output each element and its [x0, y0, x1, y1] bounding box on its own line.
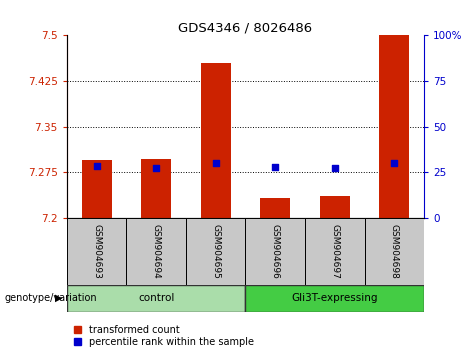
- Text: GSM904696: GSM904696: [271, 224, 280, 279]
- Legend: transformed count, percentile rank within the sample: transformed count, percentile rank withi…: [72, 323, 256, 349]
- Bar: [67, 285, 245, 312]
- Bar: [201, 63, 230, 218]
- Text: GSM904693: GSM904693: [92, 224, 101, 279]
- Point: [272, 164, 279, 170]
- Text: ▶: ▶: [55, 293, 62, 303]
- Text: control: control: [138, 293, 174, 303]
- Text: Gli3T-expressing: Gli3T-expressing: [291, 293, 378, 303]
- Bar: [365, 218, 424, 285]
- Point: [212, 160, 219, 166]
- Bar: [245, 285, 424, 312]
- Title: GDS4346 / 8026486: GDS4346 / 8026486: [178, 21, 313, 34]
- Bar: [305, 218, 365, 285]
- Bar: [67, 218, 126, 285]
- Point: [153, 165, 160, 171]
- Text: GSM904697: GSM904697: [330, 224, 339, 279]
- Bar: [82, 160, 112, 218]
- Text: GSM904695: GSM904695: [211, 224, 220, 279]
- Point: [93, 163, 100, 169]
- Bar: [186, 218, 245, 285]
- Bar: [260, 198, 290, 218]
- Bar: [379, 35, 409, 218]
- Text: genotype/variation: genotype/variation: [5, 293, 97, 303]
- Bar: [245, 218, 305, 285]
- Text: GSM904698: GSM904698: [390, 224, 399, 279]
- Bar: [141, 159, 171, 218]
- Bar: [320, 196, 350, 218]
- Point: [331, 165, 338, 171]
- Point: [390, 160, 398, 166]
- Text: GSM904694: GSM904694: [152, 224, 161, 279]
- Bar: [126, 218, 186, 285]
